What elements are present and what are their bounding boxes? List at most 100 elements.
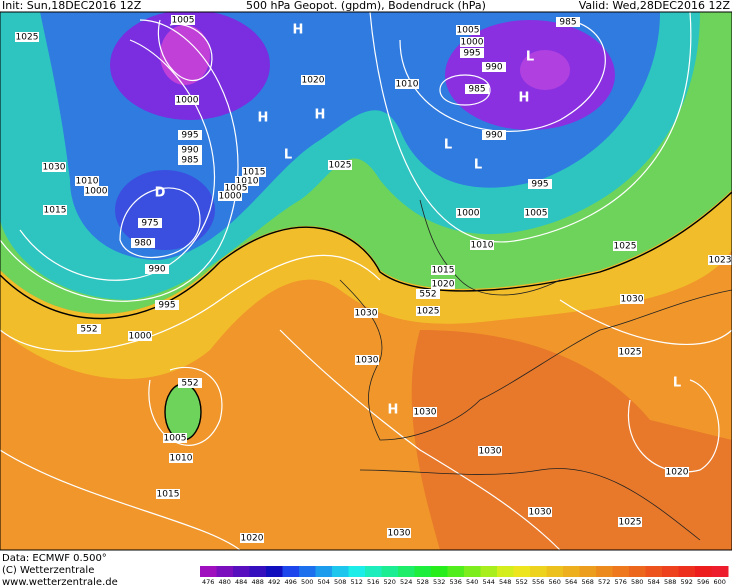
- isobar-label-bg: [240, 533, 264, 543]
- isobar-label: 1010: [396, 80, 419, 90]
- isobar-label-bg: [15, 32, 39, 42]
- colorbar-swatch: [266, 566, 283, 577]
- isobar-label: 1005: [225, 184, 248, 194]
- isobar-label: 1000: [461, 38, 484, 48]
- isobar-label: 1015: [432, 266, 455, 276]
- colorbar-swatch: [563, 566, 580, 577]
- isobar-label-bg: [301, 75, 325, 85]
- isobar-label: 995: [181, 131, 198, 141]
- isobar-label: 1000: [129, 332, 152, 342]
- colorbar-label: 476: [202, 578, 214, 586]
- isobar-label-bg: [460, 48, 484, 58]
- colorbar-swatch: [365, 566, 382, 577]
- isobar-label-bg: [460, 37, 484, 47]
- colorbar-label: 588: [664, 578, 676, 586]
- colorbar-label: 552: [516, 578, 528, 586]
- isobar-label-bg: [224, 183, 248, 193]
- isobar-label: 1000: [457, 209, 480, 219]
- isobar-label-bg: [42, 162, 66, 172]
- pressure-center: L: [673, 376, 681, 391]
- isobar-label: 1025: [619, 518, 642, 528]
- isobar-label-bg: [387, 528, 411, 538]
- isobar-label-bg: [242, 167, 266, 177]
- field-magenta: [160, 25, 210, 85]
- init-time: Init: Sun,18DEC2016 12Z: [2, 0, 142, 12]
- isobar-label-bg: [478, 446, 502, 456]
- colorbar-swatch: [596, 566, 613, 577]
- isobar-label: 1015: [44, 206, 67, 216]
- colorbar-label: 492: [268, 578, 280, 586]
- isobar-label-bg: [395, 79, 419, 89]
- isobar-label: 1010: [170, 454, 193, 464]
- colorbar: 476 480 484 488 492 496 500 504 508 512 516 520 524 5…: [200, 566, 729, 586]
- isobar-label-bg: [416, 289, 440, 299]
- colorbar-label: 508: [334, 578, 346, 586]
- colorbar-swatch: [530, 566, 547, 577]
- field-blue-deep: [115, 170, 215, 250]
- colorbar-swatch: [233, 566, 250, 577]
- isobars: [0, 12, 732, 550]
- isobar-label-bg: [708, 255, 732, 265]
- colorbar-swatch: [711, 566, 729, 577]
- isobar-label: 985: [559, 18, 576, 28]
- map-frame: [0, 11, 732, 551]
- colorbar-swatch: [447, 566, 465, 577]
- isobar-label: 1005: [164, 434, 187, 444]
- isobar-label-bg: [456, 208, 480, 218]
- colorbar-label: 556: [532, 578, 544, 586]
- colorbar-label: 480: [219, 578, 231, 586]
- colorbar-swatch: [645, 566, 663, 577]
- isobar-label-bg: [163, 433, 187, 443]
- isobar-label: 985: [181, 156, 198, 166]
- pressure-center: L: [526, 50, 534, 65]
- colorbar-swatch: [332, 566, 349, 577]
- isobar-label-bg: [528, 507, 552, 517]
- pressure-center: H: [388, 403, 399, 418]
- isobar-label: 1005: [172, 16, 195, 26]
- field-magenta: [520, 50, 570, 90]
- isobar-label: 1000: [176, 96, 199, 106]
- valid-time: Valid: Wed,28DEC2016 12Z: [579, 0, 731, 12]
- isobar-label: 1025: [417, 307, 440, 317]
- isobar-label: 1030: [43, 163, 66, 173]
- colorbar-label: 512: [351, 578, 363, 586]
- isobar-label-bg: [235, 176, 259, 186]
- isobar-label: 985: [468, 85, 485, 95]
- isobar-label-bg: [470, 240, 494, 250]
- isobar-label-bg: [465, 84, 489, 94]
- isobar-label: 990: [485, 63, 502, 73]
- isobar-label-bg: [355, 355, 379, 365]
- isobar-label: 1030: [621, 295, 644, 305]
- isobar-label: 1010: [471, 241, 494, 251]
- isobar-label: 975: [141, 219, 158, 229]
- colorbar-label: 580: [631, 578, 643, 586]
- isobar-label: 1025: [619, 348, 642, 358]
- colorbar-swatch: [678, 566, 696, 577]
- pressure-center: H: [258, 111, 269, 126]
- isobar-label: 995: [463, 49, 480, 59]
- isobar-label-bg: [169, 453, 193, 463]
- colorbar-label: 528: [417, 578, 429, 586]
- isobar-label-bg: [613, 241, 637, 251]
- colorbar-label: 520: [384, 578, 396, 586]
- colorbar-swatch: [216, 566, 234, 577]
- map: 1005100099599098510251030101010001015975…: [0, 12, 732, 550]
- colorbar-label: 572: [598, 578, 610, 586]
- isobar-label-bg: [171, 15, 195, 25]
- isobar-label-bg: [43, 205, 67, 215]
- isobar-label-bg: [618, 347, 642, 357]
- isobar-label: 990: [485, 131, 502, 141]
- colorbar-label: 596: [697, 578, 709, 586]
- colorbar-label: 500: [301, 578, 313, 586]
- website: www.wetterzentrale.de: [2, 577, 118, 587]
- isobar-label-bg: [138, 218, 162, 228]
- isobar-label-bg: [156, 489, 180, 499]
- isobar-label: 1005: [525, 209, 548, 219]
- isobar-label: 1020: [432, 280, 455, 290]
- isobar-label-bg: [665, 467, 689, 477]
- colorbar-label: 600: [714, 578, 726, 586]
- pressure-center: L: [284, 148, 292, 163]
- colorbar-label: 568: [582, 578, 594, 586]
- isobar-label-bg: [524, 208, 548, 218]
